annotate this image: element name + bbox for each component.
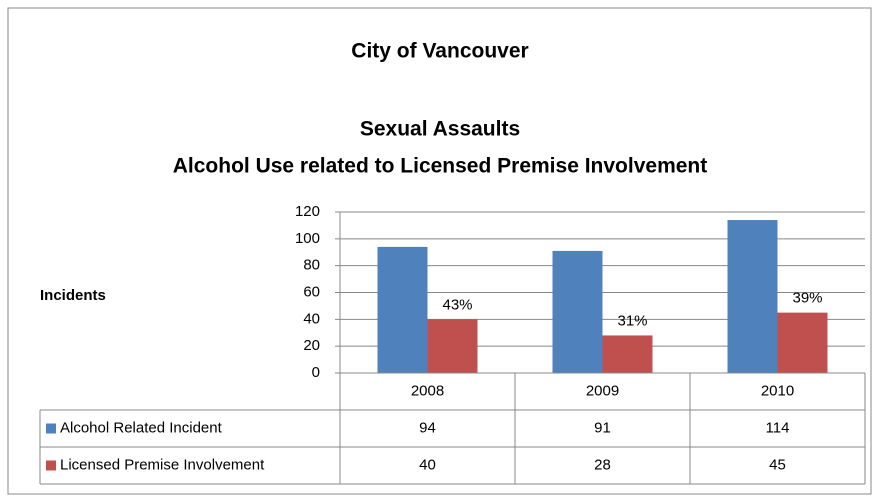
legend-swatch [46,460,56,471]
chart-title: City of Vancouver [351,40,528,63]
table-value: 45 [769,456,786,473]
y-axis-label: Incidents [40,287,106,304]
annotation: 39% [792,290,822,307]
chart-subtitle: Alcohol Use related to Licensed Premise … [173,155,708,178]
bar [602,335,653,373]
y-tick-label: 120 [295,203,320,220]
legend-label: Alcohol Related Incident [60,419,223,436]
annotation: 31% [617,312,647,329]
x-tick-label: 2010 [761,382,794,399]
chart-border [7,7,872,495]
annotation: 43% [442,296,472,313]
x-tick-label: 2008 [411,382,444,399]
y-tick-label: 100 [295,230,320,247]
bar [552,250,603,373]
bar [377,246,428,373]
y-tick-label: 20 [303,337,320,354]
y-tick-label: 0 [312,364,320,381]
y-tick-label: 40 [303,310,320,327]
chart-subtitle: Sexual Assaults [360,118,520,141]
bar [777,312,828,373]
y-tick-label: 60 [303,283,320,300]
table-value: 114 [766,419,790,436]
table-value: 94 [419,419,436,436]
legend-swatch [46,423,56,434]
bar [727,220,778,373]
x-tick-label: 2009 [586,382,619,399]
legend-label: Licensed Premise Involvement [60,456,265,473]
y-tick-label: 80 [303,257,320,274]
table-value: 91 [594,419,611,436]
table-value: 28 [594,456,611,473]
table-value: 40 [419,456,436,473]
bar [427,319,478,373]
